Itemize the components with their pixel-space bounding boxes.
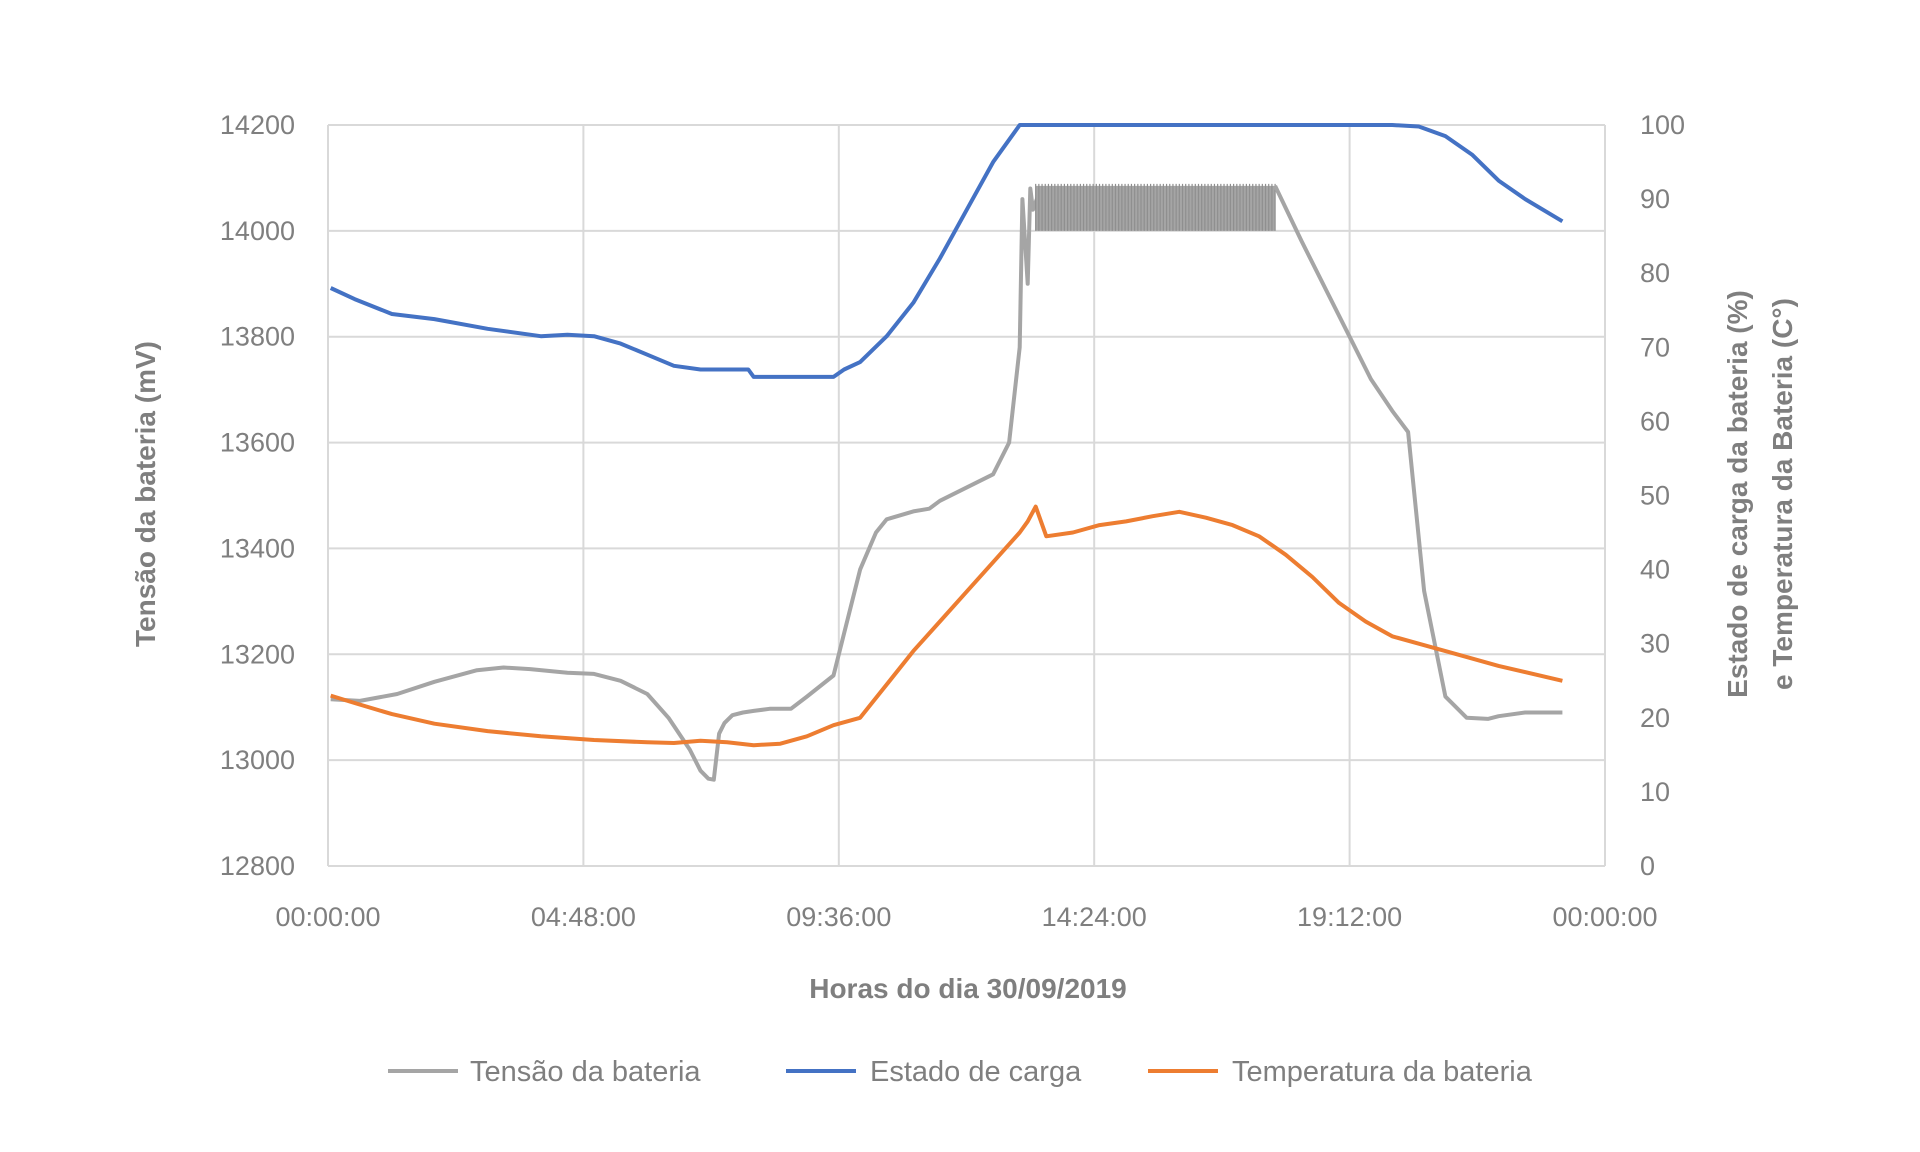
legend-label-charge: Estado de carga — [870, 1056, 1082, 1088]
y-left-tick-label: 13000 — [220, 745, 295, 775]
y-left-tick-label: 13200 — [220, 639, 295, 669]
y-axis-right-title-line1: Estado de carga da bateria (%) — [1722, 290, 1753, 698]
tick-labels: 12800 13000 13200 13400 13600 13800 14000 14200… — [220, 110, 1685, 932]
y-right-tick-label: 70 — [1640, 332, 1670, 362]
legend: Tensão da bateria Estado de carga Temper… — [388, 1056, 1533, 1088]
y-left-tick-label: 14200 — [220, 110, 295, 140]
y-left-tick-label: 14000 — [220, 216, 295, 246]
series-line-voltage — [330, 186, 1043, 782]
y-right-tick-label: 50 — [1640, 481, 1670, 511]
x-axis-title: Horas do dia 30/09/2019 — [809, 973, 1127, 1004]
x-tick-label: 00:00:00 — [1552, 902, 1657, 932]
y-axis-right-title-line2: e Temperatura da Bateria (C°) — [1767, 298, 1798, 690]
series-band-voltage — [1035, 185, 1276, 231]
series-line-voltage-after — [1273, 185, 1563, 721]
y-right-tick-label: 90 — [1640, 184, 1670, 214]
x-tick-label: 19:12:00 — [1297, 902, 1402, 932]
legend-label-temperature: Temperatura da bateria — [1232, 1056, 1533, 1088]
series-line-temperature — [330, 504, 1563, 748]
x-tick-label: 04:48:00 — [531, 902, 636, 932]
x-tick-label: 14:24:00 — [1042, 902, 1147, 932]
y-right-tick-label: 80 — [1640, 258, 1670, 288]
y-left-tick-label: 13800 — [220, 322, 295, 352]
legend-label-voltage: Tensão da bateria — [470, 1056, 701, 1088]
y-left-tick-label: 13600 — [220, 428, 295, 458]
legend-item-charge: Estado de carga — [786, 1056, 1082, 1088]
x-tick-label: 09:36:00 — [786, 902, 891, 932]
y-right-tick-label: 100 — [1640, 110, 1685, 140]
y-right-tick-label: 30 — [1640, 629, 1670, 659]
series-line-charge — [329, 123, 1564, 379]
series-band-voltage-oscillation — [1035, 183, 1276, 231]
y-left-tick-label: 12800 — [220, 851, 295, 881]
legend-item-voltage: Tensão da bateria — [388, 1056, 701, 1088]
y-right-tick-label: 60 — [1640, 406, 1670, 436]
y-right-tick-label: 20 — [1640, 703, 1670, 733]
x-tick-label: 00:00:00 — [275, 902, 380, 932]
series-layer — [329, 123, 1564, 782]
y-axis-left-title: Tensão da bateria (mV) — [130, 341, 161, 647]
legend-item-temperature: Temperatura da bateria — [1148, 1056, 1533, 1088]
y-left-tick-label: 13400 — [220, 533, 295, 563]
y-right-tick-label: 40 — [1640, 555, 1670, 585]
y-right-tick-label: 10 — [1640, 777, 1670, 807]
y-right-tick-label: 0 — [1640, 851, 1655, 881]
